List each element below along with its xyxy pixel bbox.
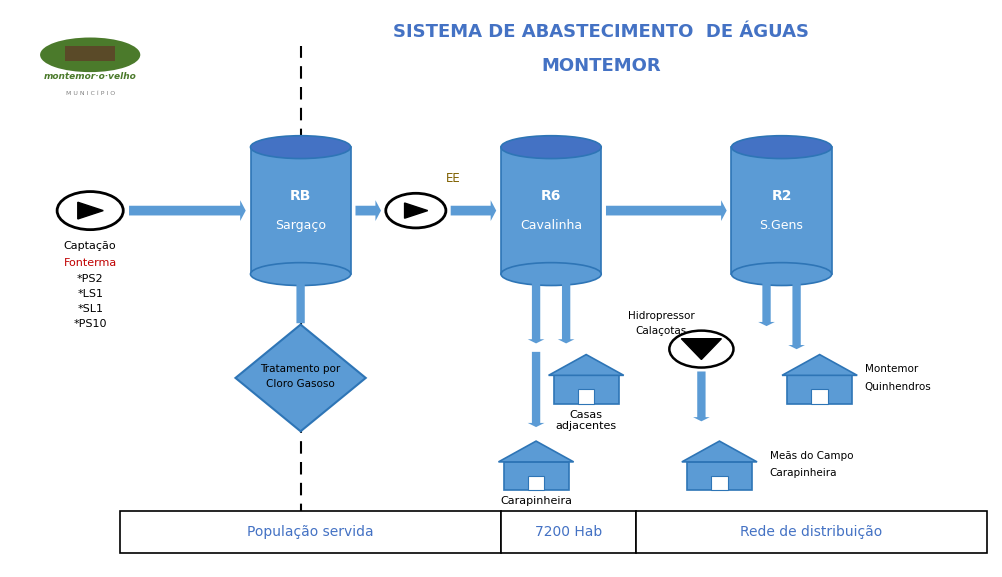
- FancyBboxPatch shape: [731, 147, 832, 274]
- Text: R2: R2: [772, 189, 792, 203]
- FancyBboxPatch shape: [120, 511, 501, 553]
- Text: M U N I C Í P I O: M U N I C Í P I O: [65, 91, 115, 96]
- Circle shape: [669, 331, 733, 368]
- Text: MONTEMOR: MONTEMOR: [541, 57, 661, 76]
- Text: Calaçotas: Calaçotas: [635, 327, 687, 336]
- Text: *PS2: *PS2: [77, 274, 103, 284]
- Text: montemor·o·velho: montemor·o·velho: [44, 72, 136, 81]
- Ellipse shape: [501, 136, 601, 159]
- Text: Hidropressor: Hidropressor: [628, 312, 694, 321]
- Text: S.Gens: S.Gens: [760, 219, 804, 231]
- Text: *PS10: *PS10: [73, 319, 107, 329]
- Circle shape: [57, 192, 123, 230]
- FancyBboxPatch shape: [250, 147, 351, 274]
- Text: Casas
adjacentes: Casas adjacentes: [555, 410, 617, 431]
- FancyBboxPatch shape: [554, 376, 619, 404]
- FancyBboxPatch shape: [501, 147, 601, 274]
- Text: Quinhendros: Quinhendros: [865, 381, 932, 392]
- Polygon shape: [499, 441, 573, 462]
- Text: Meãs do Campo: Meãs do Campo: [770, 451, 853, 461]
- Text: 7200 Hab: 7200 Hab: [535, 525, 602, 539]
- Circle shape: [386, 193, 446, 228]
- Polygon shape: [681, 339, 721, 359]
- Ellipse shape: [731, 136, 832, 159]
- Polygon shape: [782, 354, 857, 376]
- Text: SISTEMA DE ABASTECIMENTO  DE ÁGUAS: SISTEMA DE ABASTECIMENTO DE ÁGUAS: [393, 23, 810, 41]
- Ellipse shape: [40, 38, 140, 72]
- Text: Rede de distribuição: Rede de distribuição: [740, 525, 883, 539]
- Text: *SL1: *SL1: [77, 304, 103, 314]
- Polygon shape: [549, 354, 623, 376]
- Bar: [65, 46, 115, 61]
- Text: Cavalinha: Cavalinha: [520, 219, 582, 231]
- FancyBboxPatch shape: [636, 511, 987, 553]
- Text: EE: EE: [446, 173, 461, 185]
- Ellipse shape: [731, 263, 832, 286]
- Text: População servida: População servida: [247, 525, 374, 539]
- Text: Sargaço: Sargaço: [276, 219, 326, 231]
- Text: R6: R6: [541, 189, 561, 203]
- FancyBboxPatch shape: [504, 462, 569, 490]
- FancyBboxPatch shape: [686, 462, 752, 490]
- Text: Carapinheira: Carapinheira: [500, 496, 572, 506]
- Text: Tratamento por: Tratamento por: [261, 364, 341, 374]
- Text: Carapinheira: Carapinheira: [770, 468, 837, 478]
- Polygon shape: [235, 324, 366, 432]
- Ellipse shape: [501, 263, 601, 286]
- FancyBboxPatch shape: [528, 476, 544, 490]
- Polygon shape: [78, 202, 103, 219]
- Text: Fonterma: Fonterma: [63, 258, 117, 268]
- Text: Cloro Gasoso: Cloro Gasoso: [267, 379, 335, 389]
- Ellipse shape: [250, 136, 351, 159]
- Text: Montemor: Montemor: [865, 364, 918, 374]
- Polygon shape: [681, 441, 758, 462]
- FancyBboxPatch shape: [578, 389, 594, 404]
- Text: RB: RB: [290, 189, 312, 203]
- Ellipse shape: [250, 263, 351, 286]
- Text: Captação: Captação: [64, 241, 116, 250]
- FancyBboxPatch shape: [501, 511, 636, 553]
- Polygon shape: [405, 203, 428, 218]
- FancyBboxPatch shape: [711, 476, 727, 490]
- FancyBboxPatch shape: [812, 389, 828, 404]
- Text: *LS1: *LS1: [77, 289, 103, 299]
- FancyBboxPatch shape: [788, 376, 852, 404]
